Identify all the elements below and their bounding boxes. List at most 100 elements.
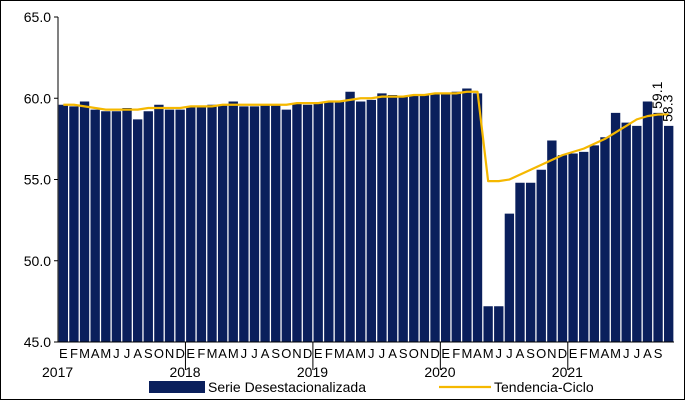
legend-label-line: Tendencia-Ciclo — [494, 379, 594, 395]
label-group: 59.158.3 — [649, 81, 676, 121]
x-tick-label: A — [133, 346, 142, 361]
x-tick-label: N — [420, 346, 429, 361]
bar — [111, 111, 122, 342]
x-tick-label: F — [197, 346, 205, 361]
bar — [122, 108, 132, 342]
bar — [462, 88, 472, 342]
bar-group — [58, 88, 674, 343]
bar — [409, 95, 419, 342]
y-tick-label: 50.0 — [24, 253, 51, 269]
bar — [90, 109, 100, 342]
axes-group: 45.050.055.060.065.0E F M A M J J A S O N D E F M A M J J A… — [24, 9, 674, 380]
bar — [69, 106, 79, 343]
x-tick-label: J — [623, 346, 630, 361]
year-label: 2020 — [424, 364, 455, 380]
x-tick-label: F — [325, 346, 333, 361]
bar — [589, 145, 600, 342]
bar — [79, 101, 90, 342]
bar — [175, 109, 185, 342]
bar — [313, 103, 323, 343]
bar — [132, 119, 143, 343]
x-tick-label: M — [207, 346, 218, 361]
bar — [398, 96, 408, 343]
bar — [451, 91, 461, 342]
bar — [334, 101, 345, 342]
bar — [281, 109, 292, 342]
bar — [292, 103, 302, 343]
bar — [579, 151, 589, 342]
x-tick-label: J — [634, 346, 641, 361]
bar — [664, 125, 674, 342]
x-tick-label: M — [228, 346, 239, 361]
y-tick-label: 55.0 — [24, 172, 51, 188]
x-tick-label: J — [113, 346, 120, 361]
x-tick-label: E — [569, 346, 578, 361]
legend-label-bar: Serie Desestacionalizada — [208, 379, 366, 395]
data-label: 58.3 — [660, 94, 676, 121]
legend: Serie Desestacionalizada Tendencia-Ciclo — [149, 379, 594, 395]
x-tick-label: F — [452, 346, 460, 361]
x-tick-label: A — [601, 346, 610, 361]
bar — [143, 111, 153, 342]
bar — [207, 104, 217, 342]
x-tick-label: E — [314, 346, 323, 361]
x-tick-label: J — [496, 346, 503, 361]
bar — [260, 104, 270, 342]
x-tick-label: J — [251, 346, 258, 361]
x-tick-label: S — [271, 346, 280, 361]
x-tick-label: A — [91, 346, 100, 361]
x-tick-label: A — [388, 346, 397, 361]
bar — [239, 106, 249, 343]
x-tick-label: D — [175, 346, 184, 361]
bar — [154, 104, 164, 342]
x-tick-label: N — [165, 346, 174, 361]
bar — [419, 95, 430, 342]
x-tick-label: F — [580, 346, 588, 361]
x-tick-label: D — [303, 346, 312, 361]
bar — [196, 106, 207, 343]
x-tick-label: M — [334, 346, 345, 361]
bar — [377, 93, 387, 342]
x-tick-label: E — [59, 346, 68, 361]
x-tick-label: S — [399, 346, 408, 361]
bar — [504, 213, 515, 342]
bar — [515, 182, 525, 342]
bar — [610, 112, 621, 343]
data-label: 59.1 — [649, 81, 665, 108]
bar — [366, 99, 376, 342]
x-tick-label: M — [610, 346, 621, 361]
y-tick-label: 60.0 — [24, 90, 51, 106]
bar — [483, 306, 493, 342]
year-label: 2018 — [169, 364, 200, 380]
x-tick-label: M — [355, 346, 366, 361]
bar — [440, 93, 451, 342]
bar — [642, 101, 653, 342]
x-tick-label: A — [643, 346, 652, 361]
x-tick-label: J — [506, 346, 513, 361]
trend-group — [63, 90, 669, 183]
x-tick-label: D — [558, 346, 567, 361]
year-label: 2021 — [552, 364, 583, 380]
bar — [430, 93, 440, 342]
x-tick-label: M — [461, 346, 472, 361]
legend-swatch-bar — [149, 381, 205, 393]
x-tick-label: S — [654, 346, 663, 361]
x-tick-label: O — [536, 346, 546, 361]
x-tick-label: J — [241, 346, 248, 361]
x-tick-label: A — [516, 346, 525, 361]
x-tick-label: A — [218, 346, 227, 361]
x-tick-label: O — [281, 346, 291, 361]
x-tick-label: E — [441, 346, 450, 361]
bar — [472, 93, 483, 342]
bar — [525, 182, 536, 342]
x-tick-label: S — [526, 346, 535, 361]
x-tick-label: M — [79, 346, 90, 361]
bar — [271, 104, 281, 342]
bar — [186, 106, 196, 343]
bar — [621, 122, 631, 343]
bar — [101, 111, 111, 342]
x-tick-label: D — [430, 346, 439, 361]
bar — [653, 112, 663, 343]
x-tick-label: S — [144, 346, 153, 361]
